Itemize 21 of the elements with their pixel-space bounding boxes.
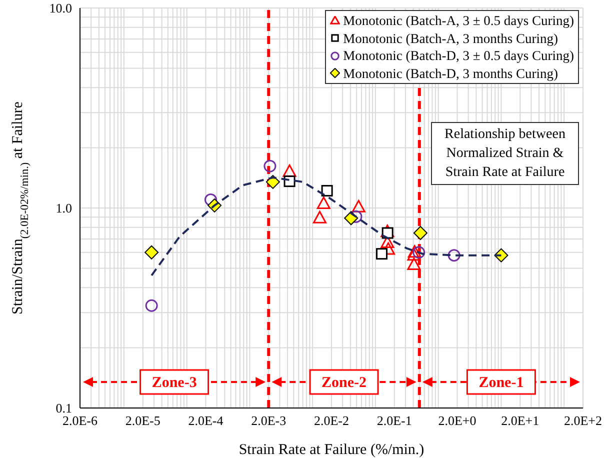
x-tick-label: 2.0E+1 [501, 413, 540, 428]
annotation: Relationship between Normalized Strain & Strain Rate at Failure [431, 122, 579, 185]
annotation: Zone-3 [152, 375, 197, 391]
annotation: Zone-2 [322, 375, 367, 391]
x-tick-label: 2.0E+2 [564, 413, 602, 428]
y-tick-label: 1.0 [56, 200, 72, 216]
y-tick-label: 0.1 [56, 400, 72, 416]
legend-label: Monotonic (Batch-A, 3 months Curing) [343, 30, 558, 47]
x-tick-label: 2.0E-4 [188, 413, 224, 428]
x-tick-label: 2.0E-5 [125, 413, 160, 428]
legend-label: Monotonic (Batch-D, 3 months Curing) [343, 64, 558, 82]
legend-label: Monotonic (Batch-A, 3 ± 0.5 days Curing) [343, 12, 574, 30]
x-axis-title: Strain Rate at Failure (%/min.) [238, 442, 424, 458]
legend-label: Monotonic (Batch-D, 3 ± 0.5 days Curing) [343, 47, 574, 64]
x-tick-label: 2.0E-2 [314, 413, 350, 428]
x-tick-label: 2.0E-6 [62, 413, 98, 428]
x-tick-label: 2.0E+0 [438, 413, 476, 428]
annotation: Zone-1 [478, 375, 524, 391]
y-tick-label: 10.0 [49, 0, 72, 16]
x-tick-label: 2.0E-1 [376, 413, 412, 428]
x-tick-label: 2.0E-3 [251, 413, 286, 428]
